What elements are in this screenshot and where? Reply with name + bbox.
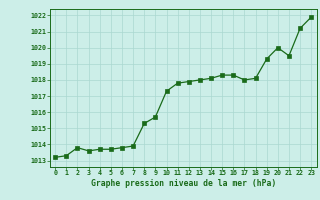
X-axis label: Graphe pression niveau de la mer (hPa): Graphe pression niveau de la mer (hPa): [91, 179, 276, 188]
